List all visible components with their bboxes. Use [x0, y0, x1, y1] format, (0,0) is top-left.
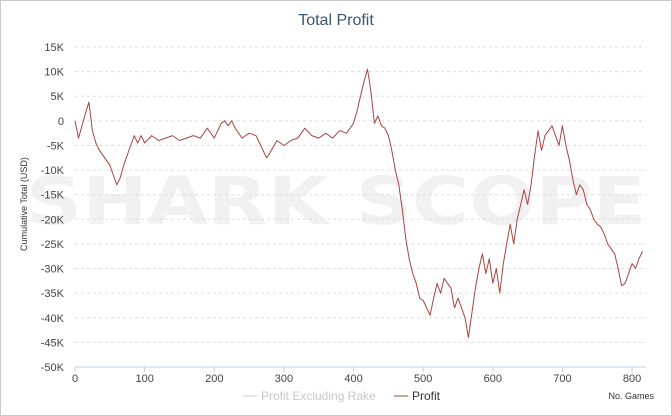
x-tick-label: 400: [344, 373, 362, 385]
watermark-text: SHARK SCOPE: [26, 163, 646, 240]
y-tick-label: -30K: [41, 264, 65, 276]
y-tick-label: -35K: [41, 288, 65, 300]
legend-item-profit[interactable]: Profit: [394, 389, 441, 403]
axes: 15K 10K 5K 0 -5K -10K -15K -20K -25K -30K -35K -40K…: [41, 42, 646, 385]
y-tick-label: -45K: [41, 337, 65, 349]
x-tick-label: 600: [484, 373, 502, 385]
y-tick-label: -10K: [41, 165, 65, 177]
series-line-profit: [74, 68, 643, 338]
x-tick-label: 300: [275, 373, 293, 385]
y-tick-label: 0: [58, 116, 64, 128]
chart-title: Total Profit: [298, 12, 374, 29]
legend-label-profit: Profit: [412, 389, 441, 403]
y-axis-title: Cumulative Total (USD): [19, 157, 29, 251]
x-tick-label: 500: [414, 373, 432, 385]
x-tick-label: 700: [553, 373, 571, 385]
legend: Profit Excluding Rake Profit: [243, 389, 441, 403]
series-layer: [74, 68, 643, 338]
y-tick-label: -20K: [41, 214, 65, 226]
y-tick-label: -40K: [41, 313, 65, 325]
x-tick-label: 800: [623, 373, 641, 385]
y-tick-label: -50K: [41, 362, 65, 374]
x-tick-label: 0: [72, 373, 78, 385]
legend-label-profit-excluding-rake: Profit Excluding Rake: [261, 389, 376, 403]
x-axis-title: No. Games: [608, 391, 654, 401]
y-tick-label: -15K: [41, 190, 65, 202]
x-tick-label: 100: [135, 373, 153, 385]
legend-item-profit-excluding-rake[interactable]: Profit Excluding Rake: [243, 389, 376, 403]
y-tick-label: 10K: [44, 67, 64, 79]
y-tick-label: -25K: [41, 239, 65, 251]
y-tick-label: 5K: [51, 91, 65, 103]
y-tick-label: 15K: [44, 42, 64, 54]
y-tick-label: -5K: [47, 140, 65, 152]
x-tick-label: 200: [205, 373, 223, 385]
